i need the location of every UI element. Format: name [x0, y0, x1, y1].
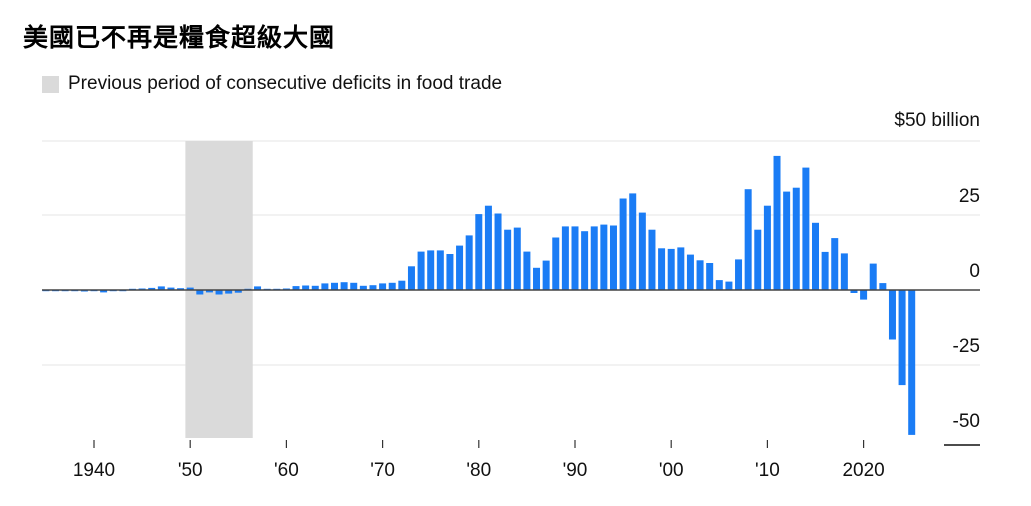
- bar: [407, 266, 415, 290]
- bar: [686, 254, 694, 290]
- bar: [542, 260, 550, 290]
- bar: [869, 263, 877, 290]
- y-tick-label: 25: [959, 186, 980, 207]
- bar: [552, 237, 560, 290]
- bar: [888, 290, 896, 340]
- bar: [831, 238, 839, 290]
- y-tick-label: -50: [953, 411, 980, 432]
- bar: [571, 226, 579, 290]
- bar: [321, 283, 329, 290]
- bar: [350, 282, 358, 290]
- bar: [812, 222, 819, 290]
- bar: [436, 250, 444, 290]
- bar: [215, 290, 223, 295]
- bar: [465, 235, 473, 290]
- legend-label: Previous period of consecutive deficits …: [68, 73, 503, 94]
- bar: [186, 287, 194, 290]
- x-tick-label: '90: [563, 460, 588, 481]
- bar: [696, 260, 704, 290]
- bar: [456, 245, 464, 290]
- bar: [706, 263, 714, 290]
- bar: [292, 286, 300, 290]
- x-tick-label: '10: [755, 460, 780, 481]
- bar: [715, 280, 723, 290]
- bar: [783, 191, 791, 290]
- bar: [513, 227, 521, 290]
- bar: [763, 205, 771, 290]
- bar: [638, 212, 646, 290]
- bar: [484, 205, 492, 290]
- bar: [561, 226, 569, 290]
- bar: [331, 282, 338, 290]
- bar: [100, 290, 108, 293]
- bar: [908, 290, 916, 435]
- axes: $50 billion 25 0 -25 -50 1940 '50 '60 '70 '80 '90 '…: [42, 110, 980, 481]
- bar: [773, 155, 781, 290]
- bar: [359, 285, 367, 290]
- x-tick-label: 1940: [73, 460, 115, 481]
- bar: [840, 253, 848, 290]
- y-tick-label: -25: [953, 336, 980, 357]
- bar: [388, 282, 396, 290]
- bar: [379, 283, 387, 290]
- bar: [600, 224, 608, 290]
- bar: [619, 198, 627, 290]
- bar: [446, 254, 454, 290]
- bar: [590, 226, 598, 290]
- bar: [340, 282, 348, 290]
- bar: [648, 229, 656, 290]
- bar: [609, 225, 617, 290]
- x-tick-label: 2020: [842, 460, 884, 481]
- bar: [802, 167, 810, 290]
- x-tick-label: '60: [274, 460, 299, 481]
- bar: [581, 231, 589, 290]
- chart-title: 美國已不再是糧食超級大國: [23, 23, 336, 52]
- bar: [821, 251, 829, 290]
- bar: [667, 248, 675, 290]
- bar: [792, 187, 800, 290]
- bar: [417, 251, 425, 290]
- bar: [504, 229, 512, 290]
- bar: [369, 285, 377, 290]
- bar: [205, 290, 213, 293]
- y-unit-label: $50 billion: [894, 110, 980, 131]
- bar: [850, 290, 858, 293]
- bar: [629, 193, 637, 290]
- legend: Previous period of consecutive deficits …: [42, 72, 502, 96]
- bar: [677, 247, 685, 290]
- bar: [533, 267, 541, 290]
- bar: [225, 290, 233, 294]
- x-tick-label: '00: [659, 460, 684, 481]
- x-tick-label: '50: [178, 460, 203, 481]
- x-tick-label: '70: [370, 460, 395, 481]
- x-tick-label: '80: [466, 460, 491, 481]
- bars: [42, 155, 916, 435]
- bar: [398, 280, 406, 290]
- bar: [234, 290, 242, 293]
- bar: [898, 290, 906, 386]
- bar: [254, 286, 262, 290]
- y-tick-label: 0: [969, 261, 980, 282]
- bar: [167, 287, 175, 290]
- bar: [177, 288, 185, 290]
- bar: [523, 251, 531, 290]
- bar: [754, 229, 762, 290]
- bar: [311, 285, 319, 290]
- bar: [148, 287, 156, 290]
- bar: [157, 286, 165, 290]
- bar: [860, 290, 868, 300]
- bar: [744, 189, 752, 290]
- bar: [879, 283, 887, 290]
- bar: [725, 281, 733, 290]
- bar: [658, 248, 666, 290]
- bar: [735, 259, 743, 290]
- bar: [302, 285, 310, 290]
- bar: [427, 250, 435, 290]
- bar: [196, 290, 204, 295]
- bar: [494, 213, 502, 290]
- bar: [475, 214, 483, 290]
- legend-swatch-shaded-period: [42, 75, 59, 93]
